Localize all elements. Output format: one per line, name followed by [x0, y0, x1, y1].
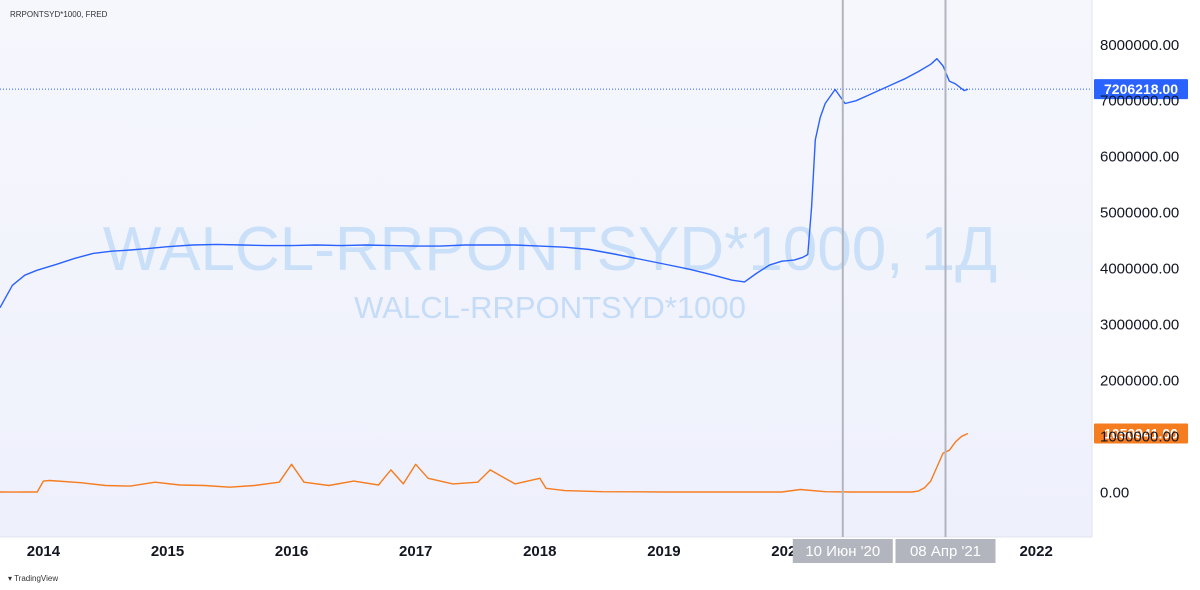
y-tick-label: 6000000.00 [1100, 149, 1179, 166]
y-tick-label: 5000000.00 [1100, 205, 1179, 222]
last-value-badge-orange [1094, 423, 1188, 444]
series-line-blue[interactable] [0, 58, 969, 309]
markers-layer: 10 Июн '20 08 Апр '21 [792, 0, 996, 563]
x-tick-label: 2016 [275, 543, 308, 560]
y-tick-label: 7000000.00 [1100, 93, 1179, 110]
last-value-label-orange: 1050941.00 [1104, 425, 1178, 441]
last-value-badge-blue [1094, 79, 1188, 100]
tradingview-logo-icon: ▾ [8, 574, 15, 583]
y-axis[interactable]: 0.00 1000000.00 2000000.00 3000000.00 400000… [1100, 37, 1179, 502]
tradingview-brand: TradingView [14, 574, 59, 583]
last-value-label-blue: 7206218.00 [1104, 81, 1178, 97]
y-tick-label: 8000000.00 [1100, 37, 1179, 54]
x-tick-label: 2017 [399, 543, 432, 560]
tradingview-logo: ▾ TradingView [8, 574, 58, 583]
watermark-title: WALCL-RRPONTSYD*1000, 1Д [103, 215, 997, 284]
date-marker-tag [895, 539, 996, 563]
series-line-orange[interactable] [0, 432, 969, 493]
date-marker-label: 08 Апр '21 [910, 543, 981, 560]
date-marker-tag [792, 539, 893, 563]
symbol-label: RRPONTSYD*1000, FRED [10, 10, 108, 19]
x-tick-label: 2022 [1019, 543, 1052, 560]
y-tick-label: 4000000.00 [1100, 261, 1179, 278]
y-tick-label: 2000000.00 [1100, 372, 1179, 389]
x-tick-label: 2014 [27, 543, 61, 560]
y-tick-label: 3000000.00 [1100, 316, 1179, 333]
x-tick-label: 2015 [151, 543, 184, 560]
x-tick-label: 2019 [647, 543, 680, 560]
y-tick-label: 0.00 [1100, 484, 1129, 501]
marks-layer: 7206218.00 1050941.00 [0, 58, 1188, 493]
date-marker-label: 10 Июн '20 [805, 543, 880, 560]
x-tick-label: 2018 [523, 543, 556, 560]
y-tick-label: 1000000.00 [1100, 428, 1179, 445]
watermark-subtitle: WALCL-RRPONTSYD*1000 [354, 290, 746, 325]
